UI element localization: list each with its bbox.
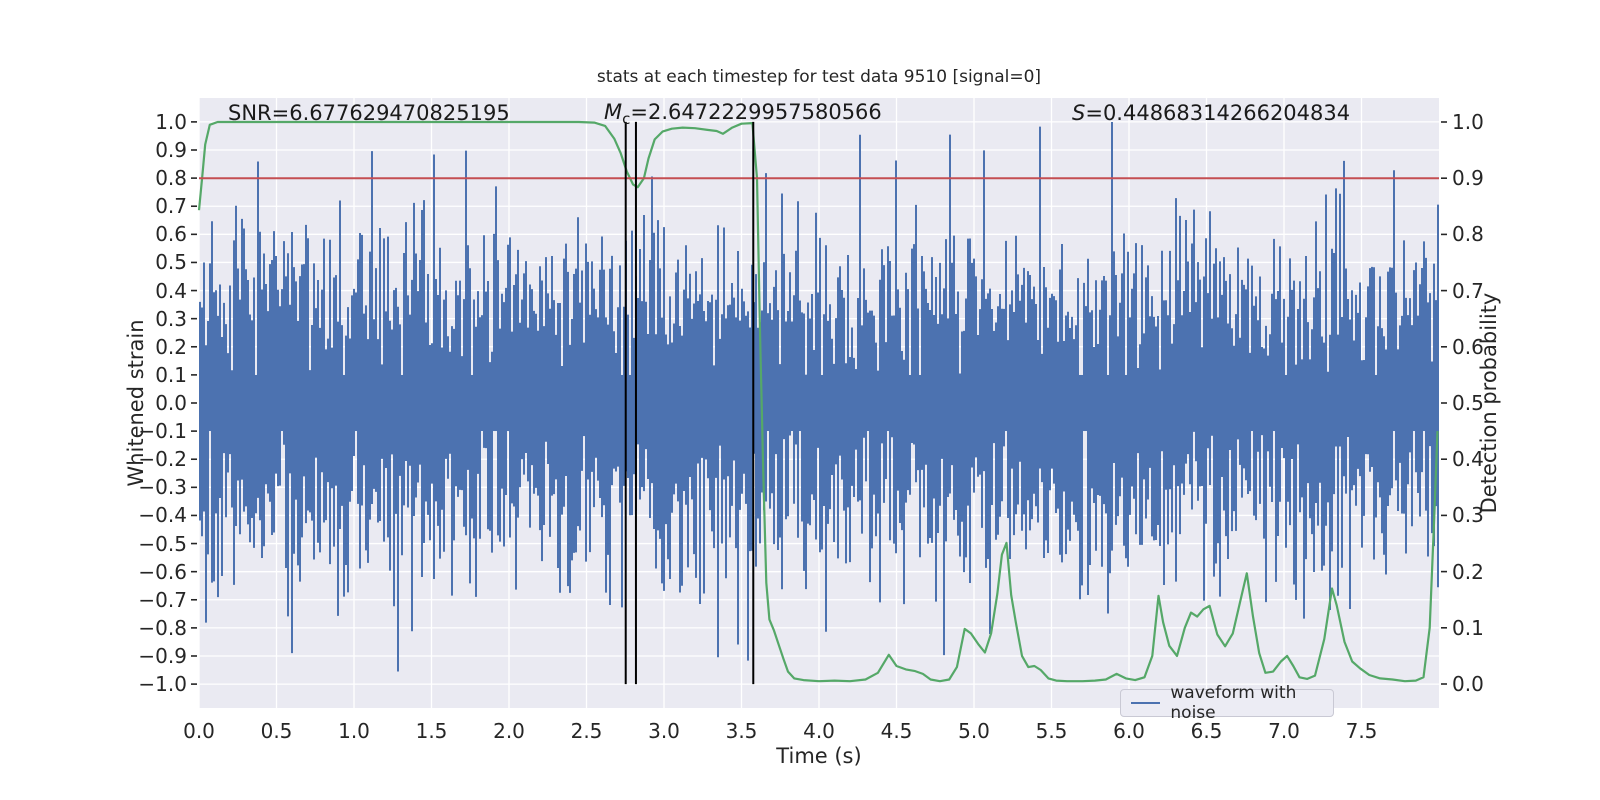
y-right-tick-label: 0.8	[1452, 222, 1484, 247]
x-tick-label: 7.5	[1345, 719, 1378, 743]
annotation-snr-text: SNR=6.677629470825195	[228, 101, 510, 125]
y-left-tick-label: 0.5	[155, 250, 187, 275]
y-right-tick-label: 1.0	[1452, 109, 1484, 134]
y-left-tick-label: 0.3	[155, 306, 187, 331]
x-tick-label: 7.0	[1268, 719, 1300, 743]
y-left-tick-label: 0.1	[155, 362, 187, 387]
y-left-tick-label: 1.0	[155, 109, 187, 134]
legend-line-sample	[1131, 702, 1161, 704]
chart-title: stats at each timestep for test data 951…	[596, 67, 1042, 87]
y-left-tick-label: 0.6	[155, 222, 187, 247]
annotation-s-symbol: S	[1072, 101, 1086, 125]
x-tick-label: 2.0	[493, 719, 525, 743]
annotation-mc-symbol: M	[604, 100, 623, 124]
y-left-tick-label: −0.5	[138, 531, 187, 556]
y-right-tick-label: 0.2	[1452, 559, 1484, 584]
y-left-tick-label: −0.9	[138, 643, 187, 668]
y-right-tick-label: 0.6	[1452, 334, 1484, 359]
y-left-tick-label: −0.2	[138, 447, 187, 472]
x-axis-label: Time (s)	[776, 744, 862, 768]
x-tick-label: 4.5	[880, 719, 913, 743]
y-left-tick-label: 0.2	[155, 334, 187, 359]
y-left-tick-label: 0.8	[155, 166, 187, 191]
x-tick-label: 3.0	[648, 719, 680, 743]
legend-label: waveform with noise	[1170, 683, 1297, 723]
x-tick-label: 0.0	[183, 719, 215, 743]
x-tick-label: 1.0	[338, 719, 370, 743]
y-left-tick-label: −0.8	[138, 615, 187, 640]
x-tick-label: 4.0	[803, 719, 835, 743]
x-tick-label: 1.5	[415, 719, 448, 743]
annotation-score: S=0.44868314266204834	[1072, 101, 1350, 125]
y-right-tick-label: 0.1	[1452, 615, 1484, 640]
y-right-tick-label: 0.7	[1452, 278, 1484, 303]
annotation-mc-value: =2.6472229957580566	[630, 100, 882, 124]
annotation-mc-subscript: c	[622, 110, 631, 129]
x-tick-label: 0.5	[260, 719, 293, 743]
y-right-tick-label: 0.3	[1452, 503, 1484, 528]
y-right-tick-label: 0.4	[1452, 447, 1484, 472]
y-left-tick-label: −1.0	[138, 672, 187, 697]
y-right-tick-label: 0.0	[1452, 672, 1484, 696]
y-right-tick-label: 0.9	[1452, 166, 1484, 191]
legend: waveform with noise	[1120, 683, 1334, 723]
y-right-tick-label: 0.5	[1452, 391, 1484, 415]
y-left-tick-label: 0.7	[155, 194, 187, 219]
x-tick-label: 5.5	[1035, 719, 1068, 743]
y-left-tick-label: −0.6	[138, 559, 187, 584]
y-left-tick-label: −0.3	[138, 475, 187, 500]
y-left-tick-label: −0.1	[138, 419, 187, 444]
x-tick-label: 6.5	[1190, 719, 1223, 743]
annotation-s-value: =0.44868314266204834	[1085, 101, 1351, 125]
y-left-tick-label: −0.4	[138, 503, 187, 528]
y-left-tick-label: 0.4	[155, 278, 187, 303]
annotation-chirp-mass: Mc=2.6472229957580566	[604, 100, 882, 128]
x-tick-label: 3.5	[725, 719, 758, 743]
annotation-snr: SNR=6.677629470825195	[228, 101, 510, 125]
x-tick-label: 6.0	[1113, 719, 1145, 743]
x-tick-label: 2.5	[570, 719, 603, 743]
x-tick-label: 5.0	[958, 719, 990, 743]
y-left-tick-label: 0.9	[155, 138, 187, 162]
y-left-tick-label: −0.7	[138, 587, 187, 612]
y-left-tick-label: 0.0	[155, 391, 187, 415]
